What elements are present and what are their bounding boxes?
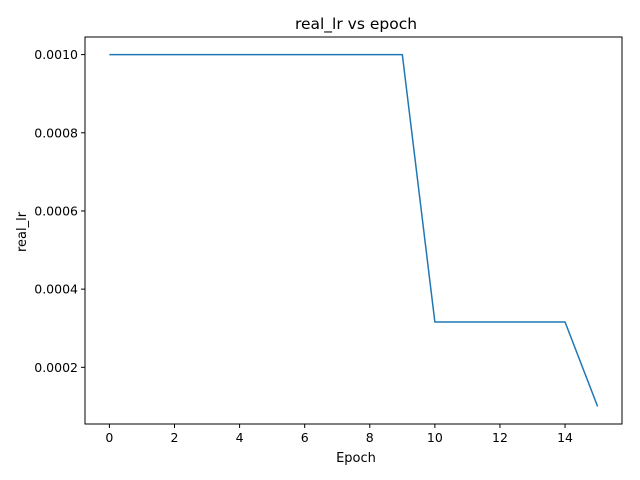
x-axis: 0 2 4 6 8 10 12 14 [105,424,573,445]
y-tick-label: 0.0010 [34,47,78,62]
x-tick-label: 10 [427,430,443,445]
y-axis: 0.0002 0.0004 0.0006 0.0008 0.0010 [34,47,85,375]
y-axis-label: real_lr [15,211,30,252]
plot-area [84,36,623,425]
x-tick-label: 12 [492,430,508,445]
x-tick-label: 2 [171,430,179,445]
y-tick-label: 0.0004 [34,282,78,297]
y-tick-label: 0.0008 [34,125,78,140]
x-tick-label: 6 [301,430,309,445]
chart-title: real_lr vs epoch [295,15,417,34]
series-line-0 [109,53,599,407]
plot-frame [84,36,623,425]
y-tick-label: 0.0002 [34,360,78,375]
x-tick-label: 14 [557,430,573,445]
y-tick-label: 0.0006 [34,203,78,218]
x-tick-label: 8 [366,430,374,445]
x-tick-label: 0 [105,430,113,445]
x-tick-label: 4 [236,430,244,445]
x-axis-label: Epoch [336,451,376,466]
